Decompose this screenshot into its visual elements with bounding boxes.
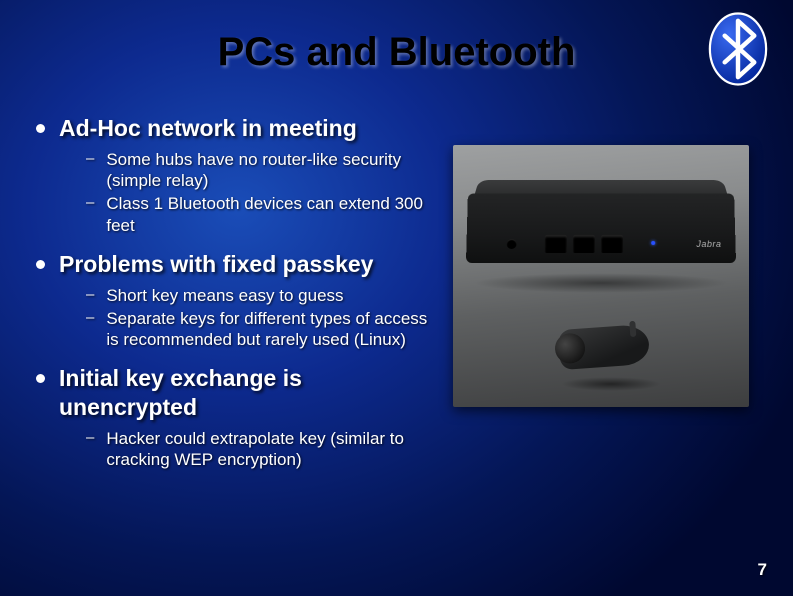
bullet-text: Ad-Hoc network in meeting	[59, 114, 357, 143]
bullet-dot-icon	[36, 374, 45, 383]
dash-icon: –	[86, 194, 94, 211]
sub-bullet-text: Separate keys for different types of acc…	[106, 308, 436, 351]
page-number: 7	[758, 560, 767, 580]
slide-title: PCs and Bluetooth	[0, 30, 793, 75]
sub-bullet-item: – Hacker could extrapolate key (similar …	[86, 428, 436, 471]
bluetooth-hub: Jabra	[465, 174, 736, 279]
bullet-item: Ad-Hoc network in meeting	[36, 114, 436, 143]
sub-bullet-text: Class 1 Bluetooth devices can extend 300…	[106, 193, 436, 236]
dash-icon: –	[86, 309, 94, 326]
led-icon	[651, 241, 655, 245]
bullet-item: Initial key exchange is unencrypted	[36, 364, 436, 422]
dash-icon: –	[86, 286, 94, 303]
dash-icon: –	[86, 150, 94, 167]
bluetooth-icon	[701, 12, 775, 86]
sub-bullet-item: – Some hubs have no router-like security…	[86, 149, 436, 192]
port-icon	[573, 235, 595, 253]
sub-bullet-item: – Short key means easy to guess	[86, 285, 436, 306]
sub-bullet-text: Hacker could extrapolate key (similar to…	[106, 428, 436, 471]
sub-list: – Short key means easy to guess – Separa…	[86, 285, 436, 351]
dash-icon: –	[86, 429, 94, 446]
bullet-item: Problems with fixed passkey	[36, 250, 436, 279]
sub-bullet-text: Some hubs have no router-like security (…	[106, 149, 436, 192]
audio-jack-icon	[507, 239, 517, 249]
bullet-text: Problems with fixed passkey	[59, 250, 373, 279]
bullet-dot-icon	[36, 260, 45, 269]
product-photo: Jabra	[453, 145, 749, 407]
sub-list: – Some hubs have no router-like security…	[86, 149, 436, 236]
sub-bullet-item: – Class 1 Bluetooth devices can extend 3…	[86, 193, 436, 236]
bullet-text: Initial key exchange is unencrypted	[59, 364, 436, 422]
content-area: Ad-Hoc network in meeting – Some hubs ha…	[36, 100, 436, 472]
sub-bullet-text: Short key means easy to guess	[106, 285, 343, 306]
port-icon	[601, 235, 623, 253]
sub-bullet-item: – Separate keys for different types of a…	[86, 308, 436, 351]
sub-list: – Hacker could extrapolate key (similar …	[86, 428, 436, 471]
bullet-dot-icon	[36, 124, 45, 133]
bluetooth-earpiece	[549, 317, 663, 385]
brand-label: Jabra	[696, 239, 721, 249]
port-icon	[545, 235, 567, 253]
